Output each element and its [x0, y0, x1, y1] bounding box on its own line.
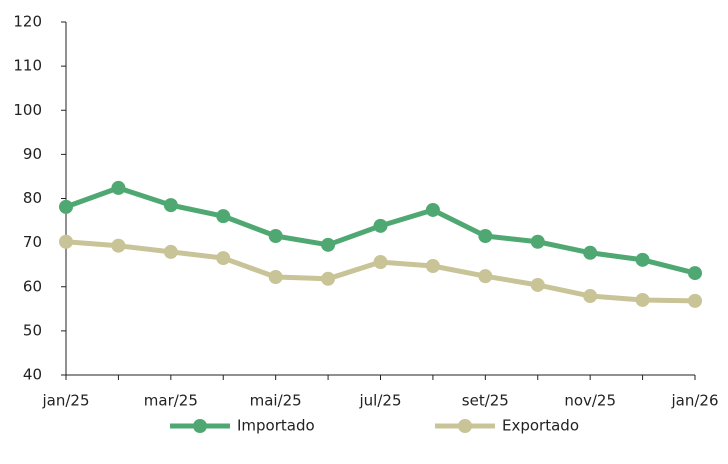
- marker: [111, 238, 126, 253]
- y-tick-label: 120: [13, 13, 42, 31]
- marker: [583, 289, 598, 304]
- x-tick-label: set/25: [462, 392, 509, 410]
- marker: [425, 259, 440, 274]
- y-tick-label: 70: [23, 233, 42, 251]
- marker: [530, 277, 545, 292]
- marker: [111, 180, 126, 195]
- marker: [59, 234, 73, 249]
- marker: [163, 244, 178, 259]
- marker: [163, 198, 178, 213]
- marker: [688, 293, 702, 308]
- y-tick-label: 50: [23, 321, 42, 339]
- y-tick-label: 60: [23, 277, 42, 295]
- y-tick-label: 40: [23, 366, 42, 384]
- y-tick-label: 80: [23, 189, 42, 207]
- x-tick-label: jan/26: [670, 392, 718, 410]
- x-tick-label: nov/25: [564, 392, 616, 410]
- x-tick-label: mar/25: [144, 392, 198, 410]
- marker: [321, 271, 336, 286]
- legend-marker: [458, 419, 472, 433]
- marker: [268, 270, 283, 285]
- line: [65, 239, 696, 304]
- legend-label: Exportado: [502, 417, 579, 435]
- marker: [268, 229, 283, 244]
- x-tick-label: jan/25: [41, 392, 89, 410]
- marker: [216, 251, 231, 266]
- marker: [688, 266, 702, 281]
- x-tick-label: mai/25: [250, 392, 302, 410]
- marker: [425, 202, 440, 217]
- marker: [373, 255, 388, 270]
- marker: [530, 234, 545, 249]
- y-tick-label: 110: [13, 57, 42, 75]
- legend-label: Importado: [237, 417, 315, 435]
- marker: [635, 292, 650, 307]
- marker: [216, 209, 231, 224]
- x-tick-label: jul/25: [359, 392, 402, 410]
- y-tick-label: 100: [13, 101, 42, 119]
- marker: [373, 218, 388, 233]
- marker: [635, 252, 650, 267]
- legend-marker: [193, 419, 207, 433]
- marker: [478, 269, 493, 284]
- marker: [321, 237, 336, 252]
- marker: [478, 229, 493, 244]
- marker: [59, 199, 73, 214]
- marker: [583, 245, 598, 260]
- y-tick-label: 90: [23, 145, 42, 163]
